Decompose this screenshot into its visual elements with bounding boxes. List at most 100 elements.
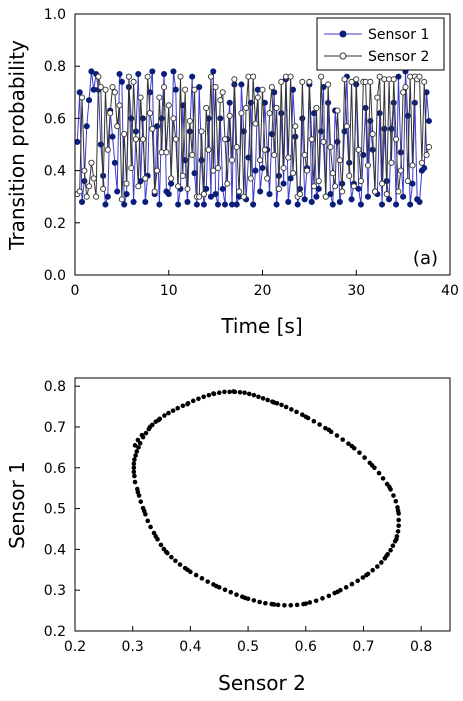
scatter-point <box>205 579 210 584</box>
data-point-sensor-2 <box>299 78 306 85</box>
scatter-point <box>334 433 340 438</box>
data-point-sensor-1 <box>357 201 364 208</box>
data-point-sensor-2 <box>397 167 404 174</box>
data-point-sensor-1 <box>198 157 205 164</box>
scatter-point <box>131 461 137 466</box>
data-point-sensor-2 <box>320 138 327 145</box>
axis-ticks: 0 10 20 30 40 0.0 0.2 0.4 0.6 0.8 1.0 <box>44 7 459 299</box>
scatter-point <box>362 455 367 460</box>
data-point-sensor-2 <box>123 180 130 187</box>
data-point-sensor-1 <box>411 99 418 106</box>
data-point-sensor-1 <box>315 185 322 192</box>
data-point-sensor-2 <box>83 193 90 200</box>
x-tick-label: 0.7 <box>352 639 374 655</box>
data-point-sensor-2 <box>303 167 311 174</box>
data-point-sensor-2 <box>259 86 266 93</box>
data-point-sensor-2 <box>393 136 400 143</box>
scatter-point <box>391 493 396 498</box>
data-point-sensor-2 <box>151 188 158 195</box>
data-point-sensor-2 <box>369 131 376 138</box>
data-point-sensor-1 <box>327 191 334 198</box>
legend-item-sensor-2: Sensor 2 <box>324 49 429 65</box>
scatter-point <box>131 469 137 475</box>
data-point-sensor-2 <box>139 136 147 143</box>
data-point-sensor-2 <box>214 164 222 172</box>
scatter-point <box>343 585 349 590</box>
data-point-sensor-2 <box>179 172 186 179</box>
scatter-point <box>169 554 174 560</box>
scatter-point <box>320 596 325 601</box>
scatter-point <box>185 401 190 407</box>
data-point-sensor-1 <box>139 115 147 122</box>
data-point-sensor-2 <box>425 144 432 151</box>
scatter-point <box>136 445 141 450</box>
data-point-sensor-1 <box>280 180 287 187</box>
y-tick-label: 0.0 <box>44 268 66 284</box>
data-point-sensor-2 <box>353 76 360 83</box>
data-point-sensor-2 <box>212 84 219 91</box>
x-tick-label: 20 <box>254 283 272 299</box>
data-point-sensor-1 <box>336 198 343 205</box>
scatter-point <box>357 450 362 455</box>
y-axis-title: Sensor 1 <box>5 461 29 549</box>
scatter-point <box>138 499 144 504</box>
data-point-sensor-1 <box>184 198 191 205</box>
scatter-point <box>364 572 369 578</box>
data-point-sensor-1 <box>102 201 109 208</box>
data-point-sensor-2 <box>285 154 292 161</box>
y-tick-label: 0.3 <box>44 583 66 599</box>
data-point-sensor-1 <box>217 115 224 122</box>
scatter-point <box>369 463 375 468</box>
scatter-point <box>379 560 384 565</box>
scatter-point <box>196 396 201 402</box>
data-point-sensor-2 <box>121 131 128 138</box>
data-point-sensor-2 <box>144 73 151 80</box>
data-point-sensor-1 <box>83 123 90 130</box>
y-tick-label: 0.8 <box>44 59 66 75</box>
scatter-point <box>228 589 234 595</box>
data-point-sensor-2 <box>156 94 163 101</box>
data-point-sensor-2 <box>177 73 184 80</box>
scatter-point <box>394 536 399 542</box>
data-point-sensor-1 <box>348 196 355 203</box>
data-point-sensor-2 <box>296 191 304 198</box>
data-point-sensor-1 <box>257 188 264 195</box>
data-point-sensor-1 <box>175 201 182 208</box>
data-point-sensor-2 <box>364 162 372 169</box>
data-point-sensor-2 <box>130 78 137 85</box>
data-point-sensor-1 <box>341 128 348 135</box>
data-point-sensor-1 <box>299 115 306 122</box>
data-point-sensor-2 <box>210 167 217 174</box>
data-point-sensor-1 <box>109 133 116 140</box>
data-point-sensor-1 <box>189 73 196 80</box>
scatter-point <box>355 578 360 584</box>
scatter-point <box>317 422 322 427</box>
x-tick-label: 0.3 <box>122 639 144 655</box>
data-point-sensor-2 <box>308 136 315 143</box>
data-point-sensor-1 <box>74 138 81 145</box>
scatter-point <box>216 390 222 395</box>
data-point-sensor-2 <box>280 164 287 172</box>
scatter-point <box>313 598 319 604</box>
data-point-sensor-2 <box>149 125 156 132</box>
data-point-sensor-1 <box>116 70 123 78</box>
scatter-point <box>279 402 284 408</box>
x-axis-title: Time [s] <box>220 314 302 338</box>
scatter-point <box>256 394 261 400</box>
data-point-sensor-2 <box>423 151 430 158</box>
x-tick-label: 0.8 <box>410 639 432 655</box>
data-point-sensor-1 <box>193 201 200 208</box>
scatter-point <box>148 524 153 530</box>
scatter-point <box>257 599 262 605</box>
y-tick-label: 1.0 <box>44 7 66 23</box>
data-point-sensor-1 <box>196 84 203 91</box>
data-point-sensor-2 <box>78 94 86 101</box>
data-point-sensor-2 <box>250 73 257 80</box>
data-point-sensor-1 <box>376 110 383 117</box>
data-point-sensor-1 <box>407 201 414 208</box>
scatter-point <box>180 403 186 409</box>
data-point-sensor-1 <box>78 198 86 205</box>
scatter-point <box>349 443 355 449</box>
scatter-point <box>145 518 150 524</box>
scatter-point <box>132 473 137 479</box>
